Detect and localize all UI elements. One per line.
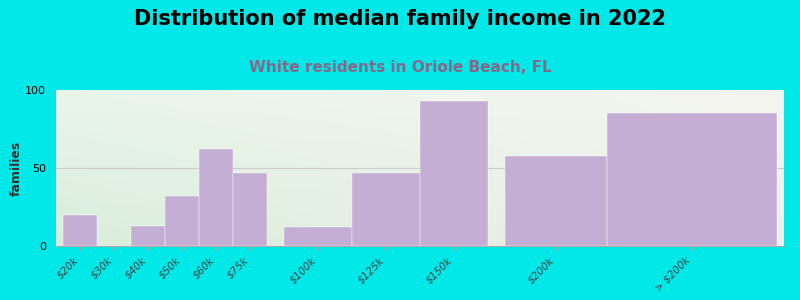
Bar: [505, 155, 607, 246]
Bar: [165, 196, 199, 246]
Bar: [352, 173, 420, 246]
Bar: [63, 215, 97, 246]
Bar: [199, 149, 233, 246]
Bar: [284, 227, 352, 246]
Bar: [131, 226, 165, 246]
Text: White residents in Oriole Beach, FL: White residents in Oriole Beach, FL: [249, 60, 551, 75]
Y-axis label: families: families: [10, 140, 22, 196]
Bar: [233, 173, 267, 246]
Bar: [420, 101, 488, 246]
Text: Distribution of median family income in 2022: Distribution of median family income in …: [134, 9, 666, 29]
Bar: [607, 113, 777, 246]
